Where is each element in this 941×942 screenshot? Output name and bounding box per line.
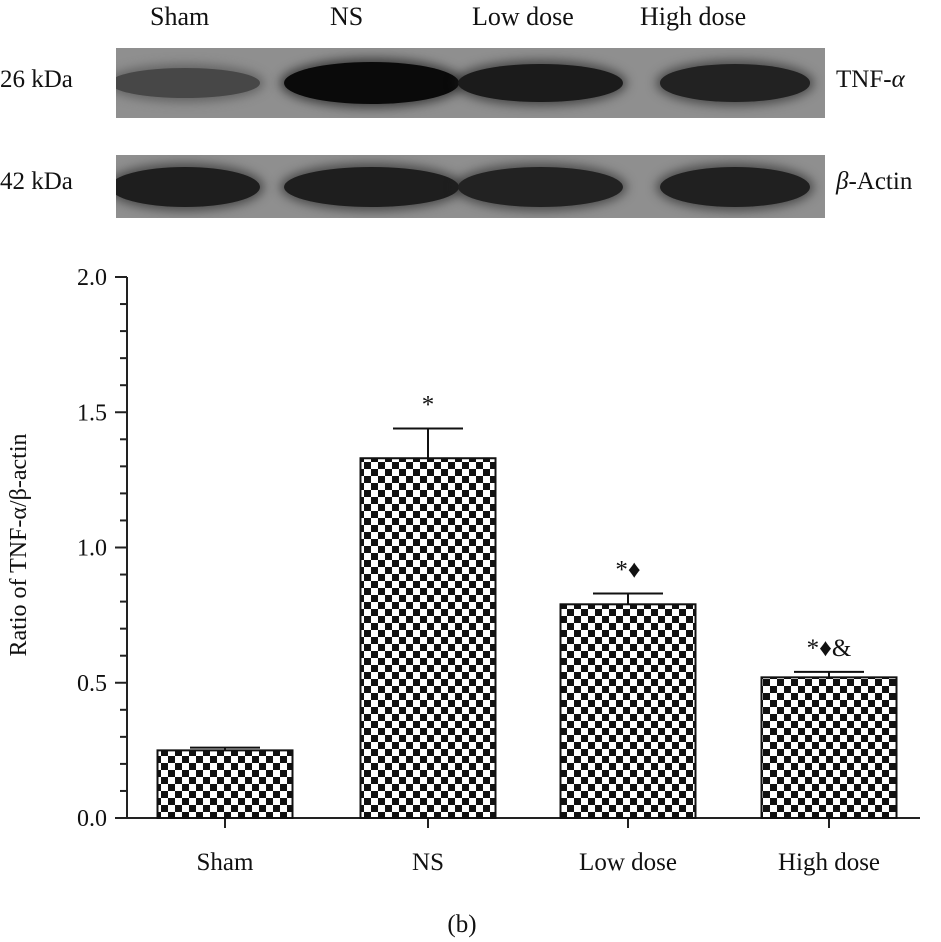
lane-label-high-dose: High dose [640, 2, 747, 31]
y-tick-label: 1.0 [77, 536, 107, 562]
chart-axes [115, 276, 920, 828]
blot-band-tnf-0 [116, 68, 260, 98]
blot-band-actin-0 [116, 166, 260, 207]
blot-band-tnf-3 [660, 64, 810, 102]
x-tick-label: Sham [197, 849, 255, 876]
y-tick-label: 0.0 [77, 806, 107, 832]
bar-high-dose [760, 676, 898, 820]
y-axis-label: Ratio of TNF-α/β-actin [6, 434, 32, 657]
lane-label-ns: NS [330, 2, 364, 31]
significance-marker: *♦ [615, 556, 640, 583]
x-tick-label: Low dose [579, 849, 677, 876]
blot-strip-beta-actin [116, 155, 825, 218]
bar-low-dose [559, 603, 697, 819]
blot-band-actin-3 [660, 166, 810, 207]
blot-band-tnf-2 [457, 63, 623, 103]
significance-marker: * [422, 391, 435, 418]
lane-label-sham: Sham [150, 2, 210, 31]
bar-sham [156, 749, 294, 819]
bar-ns [359, 457, 497, 819]
chart-bars [156, 427, 898, 820]
protein-label-beta-actin: β-Actin [836, 168, 913, 195]
x-tick-label: High dose [778, 849, 880, 876]
blot-band-actin-2 [457, 166, 623, 207]
protein-label-tnf-alpha: TNF-α [836, 66, 905, 93]
kda-label-tnf: 26 kDa [0, 66, 73, 93]
blot-band-actin-1 [283, 166, 459, 207]
y-tick-label: 2.0 [77, 265, 107, 291]
lane-label-low-dose: Low dose [472, 2, 574, 31]
blot-strip-tnf-alpha [116, 48, 825, 118]
chart-labels: 0.0 0.5 1.0 1.5 2.0 Sham NS * Low dose *♦ High dos… [77, 265, 880, 876]
panel-label: (b) [447, 911, 476, 938]
y-tick-label: 0.5 [77, 671, 107, 697]
x-tick-label: NS [412, 849, 444, 876]
significance-marker: *♦& [807, 635, 852, 662]
blot-band-tnf-1 [283, 62, 459, 104]
kda-label-actin: 42 kDa [0, 168, 73, 195]
y-tick-label: 1.5 [77, 400, 107, 426]
